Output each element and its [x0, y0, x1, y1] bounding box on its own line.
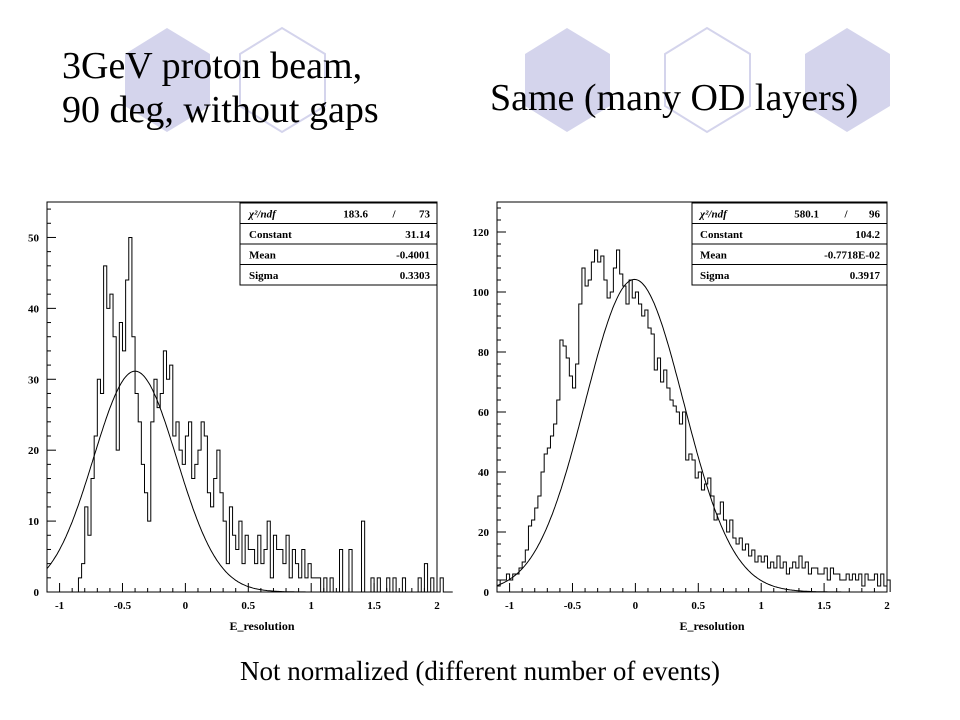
stats-constant-value: 104.2 [855, 229, 880, 241]
y-tick-label: 10 [28, 516, 40, 528]
x-tick-label: 2 [434, 600, 440, 612]
gaussian-fit-curve [496, 278, 887, 593]
x-tick-label: 2 [884, 600, 890, 612]
stats-sigma-label: Sigma [700, 270, 730, 282]
y-tick-label: 40 [478, 467, 490, 479]
stats-mean-value: -0.4001 [396, 249, 430, 261]
stats-constant-label: Constant [700, 229, 743, 241]
x-tick-label: 0.5 [691, 600, 705, 612]
hexagon-filled [805, 28, 890, 132]
y-tick-label: 100 [473, 287, 490, 299]
title-left-line2: 90 deg, without gaps [62, 89, 379, 131]
y-tick-label: 20 [478, 527, 490, 539]
stats-sigma-value: 0.3303 [400, 270, 431, 282]
y-tick-label: 80 [478, 347, 490, 359]
x-tick-label: 0 [633, 600, 639, 612]
stats-slash: / [843, 208, 848, 220]
stats-constant-value: 31.14 [405, 229, 430, 241]
stats-constant-label: Constant [249, 229, 292, 241]
x-tick-label: -0.5 [564, 600, 582, 612]
x-tick-label: -1 [505, 600, 514, 612]
x-tick-label: 1 [758, 600, 764, 612]
slide-title-right: Same (many OD layers) [490, 77, 859, 119]
stats-mean-value: -0.7718E-02 [824, 249, 880, 261]
stats-chi2-value: 580.1 [794, 208, 819, 220]
y-tick-label: 30 [28, 374, 40, 386]
x-axis-label: E_resolution [229, 619, 294, 633]
x-tick-label: 0.5 [241, 600, 255, 612]
histogram-series [496, 249, 891, 592]
stats-chi2-value: 183.6 [343, 208, 368, 220]
slide-caption: Not normalized (different number of even… [239, 656, 721, 686]
y-tick-label: 0 [34, 587, 40, 599]
y-tick-label: 20 [28, 445, 40, 457]
title-left-line1: 3GeV proton beam, [62, 45, 363, 87]
stats-mean-label: Mean [249, 249, 276, 261]
y-tick-label: 120 [473, 227, 490, 239]
x-tick-label: 1.5 [817, 600, 831, 612]
stats-chi2-label: χ²/ndf [247, 208, 277, 220]
histogram-series [47, 236, 453, 593]
slide-title-left: 3GeV proton beam, 90 deg, without gaps [62, 44, 379, 132]
y-tick-label: 40 [28, 303, 40, 315]
gaussian-fit-curve [46, 370, 437, 593]
y-tick-label: 50 [28, 232, 40, 244]
stats-slash: / [391, 208, 396, 220]
stats-chi2-label: χ²/ndf [698, 208, 728, 220]
x-axis-label: E_resolution [679, 619, 744, 633]
stats-ndf-value: 96 [869, 208, 881, 220]
x-tick-label: -0.5 [114, 600, 132, 612]
x-tick-label: -1 [55, 600, 64, 612]
plot-frame [496, 201, 888, 593]
y-tick-label: 60 [478, 407, 490, 419]
hexagon-outline [239, 26, 326, 134]
plot-frame [46, 201, 438, 593]
stats-mean-label: Mean [700, 249, 727, 261]
stats-ndf-value: 73 [419, 208, 431, 220]
x-tick-label: 1 [308, 600, 314, 612]
stats-sigma-label: Sigma [249, 270, 279, 282]
x-tick-label: 1.5 [367, 600, 381, 612]
y-tick-label: 0 [484, 587, 490, 599]
hexagon-outline [664, 26, 751, 134]
hexagon-filled [125, 28, 210, 132]
stats-sigma-value: 0.3917 [850, 270, 881, 282]
hexagon-filled [525, 28, 610, 132]
x-tick-label: 0 [183, 600, 189, 612]
